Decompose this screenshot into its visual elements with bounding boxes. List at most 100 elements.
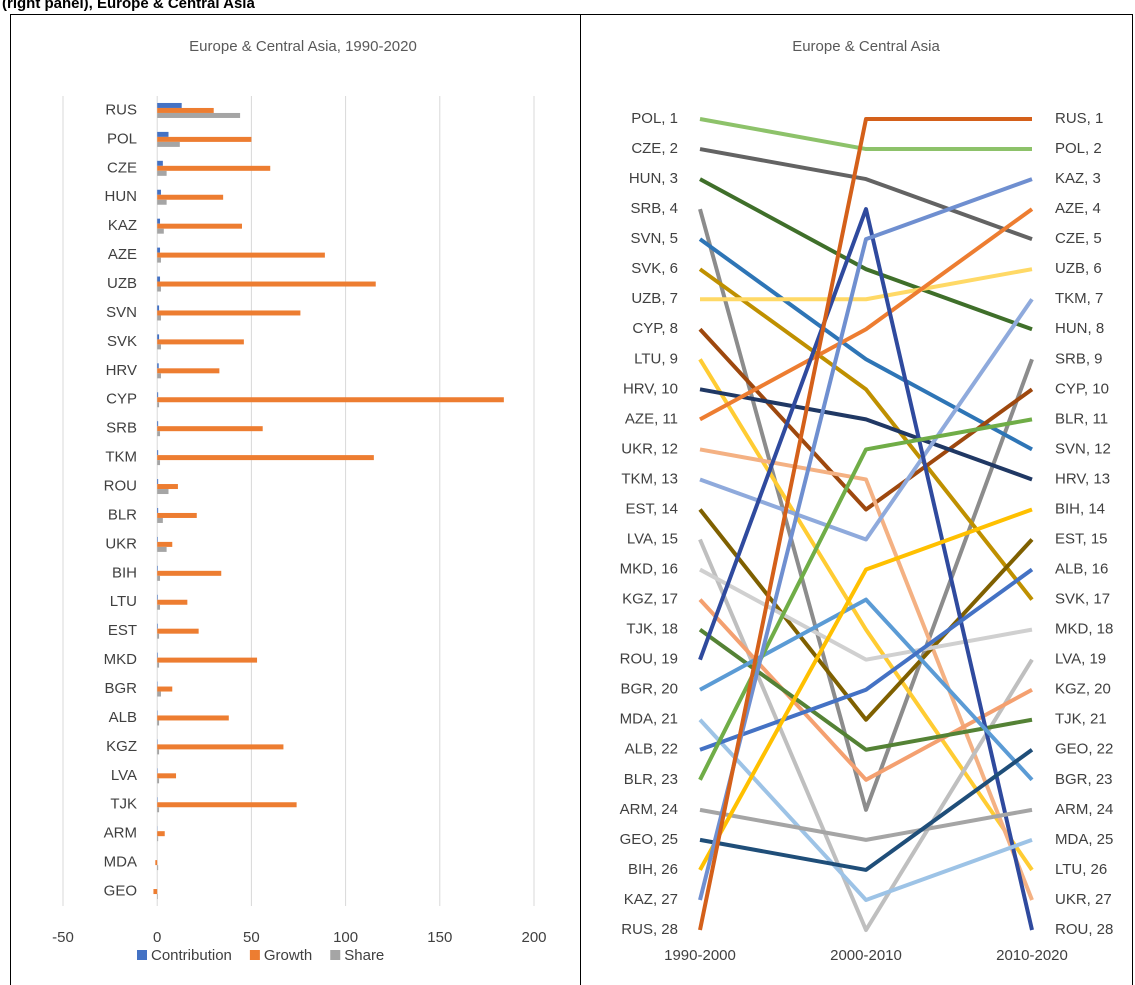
bar — [157, 131, 169, 137]
bar — [157, 831, 165, 837]
right-rank-label: RUS, 1 — [1055, 110, 1103, 127]
rank-line — [698, 207, 1034, 931]
left-rank-label: UZB, 7 — [631, 290, 678, 307]
bar — [157, 460, 161, 466]
rank-line — [699, 807, 1033, 842]
left-rank-label: AZE, 11 — [625, 410, 678, 427]
bar — [157, 426, 263, 432]
header: (right panel), Europe & Central Asia — [2, 0, 255, 12]
right-rank-label: BLR, 11 — [1055, 410, 1108, 427]
y-tick-label: ALB — [109, 709, 137, 726]
bar — [157, 749, 160, 755]
left-rank-label: LVA, 15 — [627, 530, 678, 547]
left-rank-label: CYP, 8 — [632, 320, 678, 337]
bar — [157, 189, 161, 195]
bar — [157, 223, 242, 229]
bar — [157, 541, 173, 547]
right-rank-label: UZB, 6 — [1055, 260, 1102, 277]
bar — [157, 310, 301, 316]
bar — [157, 657, 258, 663]
rank-line — [698, 507, 1033, 871]
bar — [157, 517, 163, 523]
bar — [157, 339, 244, 345]
rank-line — [698, 177, 1033, 901]
x-tick-label: 2000-2010 — [830, 947, 902, 964]
legend-label: Growth — [264, 947, 312, 964]
rank-line — [699, 567, 1034, 752]
right-rank-label: BIH, 14 — [1055, 500, 1105, 517]
bar — [157, 373, 161, 379]
y-tick-label: KAZ — [108, 217, 137, 234]
bar — [157, 802, 297, 808]
bar — [157, 507, 159, 513]
y-tick-label: GEO — [104, 883, 137, 900]
bar — [157, 489, 169, 495]
x-tick-label: 0 — [153, 929, 161, 946]
bar — [157, 744, 284, 750]
right-rank-label: TJK, 21 — [1055, 711, 1107, 728]
x-tick-label: 150 — [427, 929, 452, 946]
bar — [157, 455, 374, 461]
right-rank-label: BGR, 23 — [1055, 771, 1113, 788]
bar — [157, 363, 159, 369]
bar — [157, 604, 161, 610]
right-rank-label: LTU, 26 — [1055, 861, 1107, 878]
y-tick-label: EST — [108, 622, 137, 639]
left-rank-label: GEO, 25 — [620, 831, 678, 848]
bar — [157, 102, 182, 108]
bar — [157, 570, 222, 576]
rank-line — [699, 567, 1033, 662]
legend-swatch — [330, 950, 341, 960]
rank-line — [699, 447, 1034, 901]
bar — [157, 807, 160, 813]
rank-line — [698, 718, 1033, 902]
right-rank-label: LVA, 19 — [1055, 651, 1106, 668]
bar — [157, 276, 161, 282]
right-rank-label: EST, 15 — [1055, 530, 1108, 547]
bar — [157, 894, 158, 900]
bar — [155, 860, 158, 866]
bar — [157, 479, 159, 485]
rank-line — [698, 208, 1034, 812]
left-rank-label: HUN, 3 — [629, 170, 678, 187]
y-tick-label: POL — [107, 130, 137, 147]
x-tick-label: 200 — [521, 929, 546, 946]
rank-line — [699, 177, 1033, 332]
rank-line — [698, 508, 1034, 722]
right-rank-label: ARM, 24 — [1055, 801, 1113, 818]
right-rank-label: KAZ, 3 — [1055, 170, 1101, 187]
legend-swatch — [137, 950, 147, 960]
y-tick-label: ARM — [104, 825, 137, 842]
bar — [157, 633, 160, 639]
bar — [157, 334, 160, 340]
bar — [157, 170, 167, 176]
left-rank-label: TKM, 13 — [621, 470, 678, 487]
x-tick-label: 2010-2020 — [996, 947, 1068, 964]
bar — [157, 594, 158, 600]
y-tick-label: AZE — [108, 246, 137, 263]
rank-line — [699, 298, 1034, 542]
rank-line — [699, 207, 1034, 422]
left-rank-label: SRB, 4 — [630, 200, 678, 217]
left-rank-label: BGR, 20 — [620, 681, 678, 698]
left-rank-label: MDA, 21 — [620, 711, 678, 728]
left-rank-label: UKR, 12 — [621, 440, 678, 457]
left-rank-label: TJK, 18 — [626, 621, 678, 638]
left-rank-label: ALB, 22 — [625, 741, 678, 758]
x-tick-label: 1990-2000 — [664, 947, 736, 964]
bar — [157, 546, 167, 552]
right-rank-label: CYP, 10 — [1055, 380, 1109, 397]
x-tick-label: 100 — [333, 929, 358, 946]
y-tick-label: BIH — [112, 564, 137, 581]
bar — [157, 392, 159, 398]
right-rank-label: HUN, 8 — [1055, 320, 1104, 337]
bar — [157, 565, 158, 571]
left-rank-label: BIH, 26 — [628, 861, 678, 878]
y-tick-label: TKM — [105, 449, 137, 466]
right-rank-label: SVK, 17 — [1055, 591, 1110, 608]
left-rank-label: KGZ, 17 — [622, 591, 678, 608]
rank-line — [698, 117, 1032, 931]
rank-line — [700, 267, 1033, 302]
legend-label: Share — [344, 947, 384, 964]
right-rank-label: MDA, 25 — [1055, 831, 1113, 848]
